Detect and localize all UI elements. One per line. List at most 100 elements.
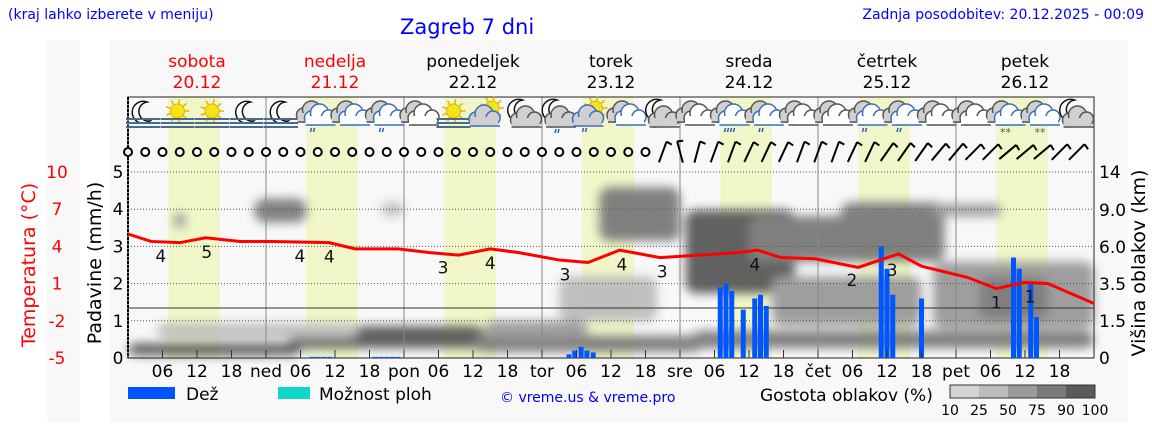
x-tick-label: 18 <box>359 362 381 382</box>
day-date: 21.12 <box>310 73 360 93</box>
temperature-tick: -2 <box>49 312 66 332</box>
rain-bar <box>315 356 321 358</box>
calm-wind-icon <box>399 147 409 157</box>
sun-ray <box>600 99 606 105</box>
x-tick-label: 18 <box>773 362 795 382</box>
credit-link[interactable]: © vreme.us & vreme.pro <box>500 390 675 406</box>
calm-wind-icon <box>226 147 237 157</box>
wind-barb-icon <box>930 142 951 162</box>
cloud-base <box>892 116 920 125</box>
temperature-value-label: 4 <box>295 247 306 267</box>
wind-shaft <box>676 141 684 163</box>
moon-fog-icon <box>229 100 264 128</box>
cloudy-icon <box>330 100 371 126</box>
wind-shaft <box>982 143 999 161</box>
wind-barb-icon <box>777 141 794 163</box>
cloud-blob <box>174 212 186 229</box>
wind-feather <box>927 142 933 148</box>
temperature-value-label: 1 <box>1025 288 1036 308</box>
cloud-blob <box>484 321 588 339</box>
wind-shaft <box>930 142 947 162</box>
rain-bar <box>1028 283 1034 358</box>
calm-wind-icon <box>243 147 254 157</box>
cloud-base <box>685 116 713 125</box>
wind-feather <box>1032 144 1038 151</box>
calm-wind-icon <box>606 147 616 157</box>
calm-wind-icon <box>623 147 634 157</box>
wind-barb-icon <box>1068 143 1089 161</box>
x-tick-label: ned <box>250 362 282 382</box>
sun-ray <box>212 99 215 105</box>
calm-wind-icon <box>278 147 289 157</box>
location-hint[interactable]: (kraj lahko izberete v meniju) <box>8 7 214 23</box>
temperature-axis-panel <box>47 40 80 422</box>
sun-fog-icon <box>436 99 471 128</box>
cloud-blob <box>933 203 1002 217</box>
page-title: Zagreb 7 dni <box>400 15 535 39</box>
day-name: torek <box>589 52 633 72</box>
cloud-height-tick: 1.5 <box>1099 312 1126 332</box>
rain-drop <box>312 127 316 133</box>
wind-shaft <box>1033 144 1052 160</box>
cloud-base <box>719 116 748 125</box>
rain-bar <box>723 283 729 358</box>
sun-ray <box>165 106 172 110</box>
x-tick-label: 18 <box>635 362 657 382</box>
cloud-blob <box>599 187 680 241</box>
wind-feather <box>735 140 742 146</box>
temperature-tick: 1 <box>52 275 63 295</box>
rain-bar <box>321 356 326 358</box>
cloud-base <box>616 116 644 125</box>
rain-drop <box>864 127 868 133</box>
wind-barb-icon <box>897 142 916 162</box>
sun-ray <box>205 100 210 106</box>
x-tick-label: tor <box>530 362 554 382</box>
sun-ray <box>453 99 457 105</box>
rain-bar <box>758 294 763 358</box>
wind-barb-icon <box>846 141 863 163</box>
cloud-blob <box>841 202 945 262</box>
x-tick-label: pet <box>942 362 970 382</box>
cloud-base <box>374 116 403 125</box>
x-tick-label: 12 <box>600 362 622 382</box>
overcast-icon <box>399 100 440 126</box>
cloud-height-tick: 6.0 <box>1099 238 1126 258</box>
rain-drop <box>381 127 385 133</box>
density-scale-label: 90 <box>1057 403 1075 419</box>
rain-bar <box>890 294 896 358</box>
sun-ray <box>492 96 495 102</box>
wind-feather <box>821 140 828 146</box>
legend-rain-label: Dež <box>186 385 219 405</box>
cloud-height-tick: 0 <box>1099 349 1110 369</box>
rain-drop <box>761 127 764 133</box>
x-tick-label: 12 <box>876 362 898 382</box>
calm-wind-icon <box>519 147 530 157</box>
calm-wind-icon <box>433 147 444 157</box>
daylight-band <box>444 97 496 358</box>
temperature-value-label: 4 <box>324 248 335 268</box>
rain-drop <box>729 127 733 133</box>
rain-bar <box>884 268 890 358</box>
x-tick-label: 18 <box>1049 362 1071 382</box>
density-scale-label: 100 <box>1082 403 1109 419</box>
day-date: 22.12 <box>448 73 498 93</box>
x-tick-label: 06 <box>842 362 864 382</box>
x-tick-label: sre <box>667 362 693 382</box>
rain-bar <box>1011 257 1016 358</box>
x-tick-label: 18 <box>911 362 933 382</box>
wind-feather <box>997 143 1003 150</box>
sun-ray <box>177 99 181 105</box>
temperature-value-label: 2 <box>847 271 858 291</box>
temperature-value-label: 3 <box>438 259 449 279</box>
rain-bar <box>326 356 332 358</box>
sun-ray <box>588 97 593 103</box>
density-scale-swatch <box>1008 385 1037 398</box>
rain-drop <box>309 127 313 133</box>
sun-ray <box>170 100 175 106</box>
cloud-base <box>649 118 678 127</box>
x-tick-label: 12 <box>738 362 760 382</box>
wind-barb-icon <box>864 141 880 163</box>
calm-wind-icon <box>174 147 185 157</box>
